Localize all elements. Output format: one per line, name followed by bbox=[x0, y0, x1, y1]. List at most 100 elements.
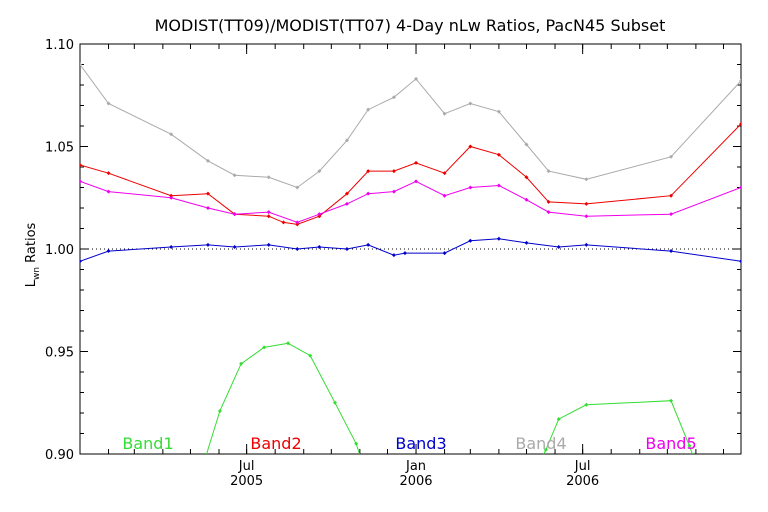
band4-point bbox=[414, 76, 419, 81]
series-layer bbox=[80, 62, 741, 493]
band2-point bbox=[584, 201, 589, 206]
band3-point bbox=[169, 244, 174, 249]
band3-point bbox=[739, 259, 741, 264]
x-tick-year-label: 2006 bbox=[566, 474, 599, 489]
band1-point bbox=[217, 408, 222, 413]
band4-point bbox=[739, 78, 741, 83]
band5-point bbox=[442, 193, 447, 198]
legend-band2: Band2 bbox=[250, 434, 301, 453]
band2-point bbox=[468, 144, 473, 149]
band4-point bbox=[232, 173, 237, 178]
band4-point bbox=[496, 109, 501, 114]
band3-point bbox=[402, 251, 407, 256]
band4-point bbox=[442, 111, 447, 116]
band2-point bbox=[496, 152, 501, 157]
band5-point bbox=[295, 220, 300, 225]
band1-point bbox=[354, 441, 359, 446]
x-tick-month-label: Jan bbox=[405, 459, 426, 474]
band4-point bbox=[669, 154, 674, 159]
band5-point bbox=[739, 185, 741, 190]
band5-point bbox=[496, 183, 501, 188]
x-tick-month-label: Jul bbox=[238, 459, 255, 474]
band3-point bbox=[442, 251, 447, 256]
band4-point bbox=[546, 169, 551, 174]
band2-point bbox=[266, 214, 271, 219]
band4-line bbox=[80, 64, 741, 189]
y-axis: 0.90 0.95 1.00 1.05 1.10 bbox=[45, 38, 741, 463]
band4-point bbox=[344, 138, 349, 143]
band5-point bbox=[169, 195, 174, 200]
band5-point bbox=[205, 206, 210, 210]
band4-point bbox=[266, 175, 271, 180]
band1-point bbox=[239, 361, 244, 366]
band3-point bbox=[344, 247, 349, 251]
band5-point bbox=[391, 189, 396, 194]
band1-point bbox=[366, 479, 370, 483]
band1-point bbox=[669, 398, 674, 403]
band5-point bbox=[106, 189, 111, 194]
y-tick-label: 0.90 bbox=[45, 448, 74, 463]
band2-point bbox=[205, 191, 210, 196]
band2-point bbox=[295, 222, 300, 227]
legend-band3: Band3 bbox=[395, 434, 446, 453]
band1-point bbox=[584, 402, 589, 407]
band2-point bbox=[391, 169, 396, 174]
y-tick-label: 1.00 bbox=[45, 243, 74, 258]
band3-point bbox=[584, 242, 589, 247]
band5-point bbox=[266, 210, 271, 215]
band3-point bbox=[266, 242, 271, 247]
band4-point bbox=[169, 132, 174, 137]
band5-point bbox=[584, 214, 589, 219]
band4-point bbox=[317, 169, 322, 174]
band3-point bbox=[295, 247, 300, 251]
band1-point bbox=[524, 489, 528, 493]
y-axis-label: Lwn Ratios bbox=[24, 222, 42, 287]
band5-point bbox=[317, 212, 322, 217]
band2-point bbox=[366, 169, 371, 174]
legend-band5: Band5 bbox=[645, 434, 696, 453]
band4-point bbox=[584, 177, 589, 182]
band3-point bbox=[366, 242, 371, 247]
band3-point bbox=[468, 238, 473, 243]
band4-point bbox=[391, 95, 396, 100]
band3-point bbox=[317, 244, 322, 249]
band1-point bbox=[201, 462, 205, 466]
band3-point bbox=[669, 249, 674, 254]
band5-point bbox=[468, 185, 473, 190]
band5-point bbox=[669, 212, 674, 217]
y-axis-label-main: L bbox=[24, 279, 39, 287]
chart-title: MODIST(TT09)/MODIST(TT07) 4-Day nLw Rati… bbox=[155, 16, 666, 35]
band5-point bbox=[546, 210, 551, 215]
band3-point bbox=[205, 242, 210, 247]
band2-point bbox=[739, 121, 741, 126]
x-tick-month-label: Jul bbox=[574, 459, 591, 474]
y-axis-label-sub: wn bbox=[32, 267, 42, 280]
band5-point bbox=[524, 197, 529, 202]
band1-point bbox=[308, 353, 313, 358]
band2-point bbox=[106, 171, 111, 176]
band2-point bbox=[546, 199, 551, 204]
band4-point bbox=[80, 62, 82, 67]
band4-point bbox=[366, 107, 371, 112]
band5-point bbox=[80, 179, 82, 184]
band2-point bbox=[414, 160, 419, 165]
band5-point bbox=[232, 212, 237, 217]
band4-point bbox=[295, 185, 300, 190]
band5-point bbox=[344, 201, 349, 206]
band5-point bbox=[366, 191, 371, 196]
band3-line bbox=[80, 238, 741, 262]
band2-point bbox=[317, 214, 322, 219]
band2-line bbox=[80, 123, 741, 225]
band3-point bbox=[80, 259, 82, 264]
band4-point bbox=[524, 142, 529, 147]
band5-point bbox=[414, 179, 419, 184]
legend-band4: Band4 bbox=[515, 434, 566, 453]
band1-point bbox=[543, 447, 548, 452]
band1-point bbox=[333, 400, 338, 405]
legend: Band1 Band2 Band3 Band4 Band5 bbox=[122, 434, 696, 453]
band4-point bbox=[205, 158, 210, 163]
band2-point bbox=[281, 220, 286, 225]
band1-line bbox=[206, 342, 361, 454]
